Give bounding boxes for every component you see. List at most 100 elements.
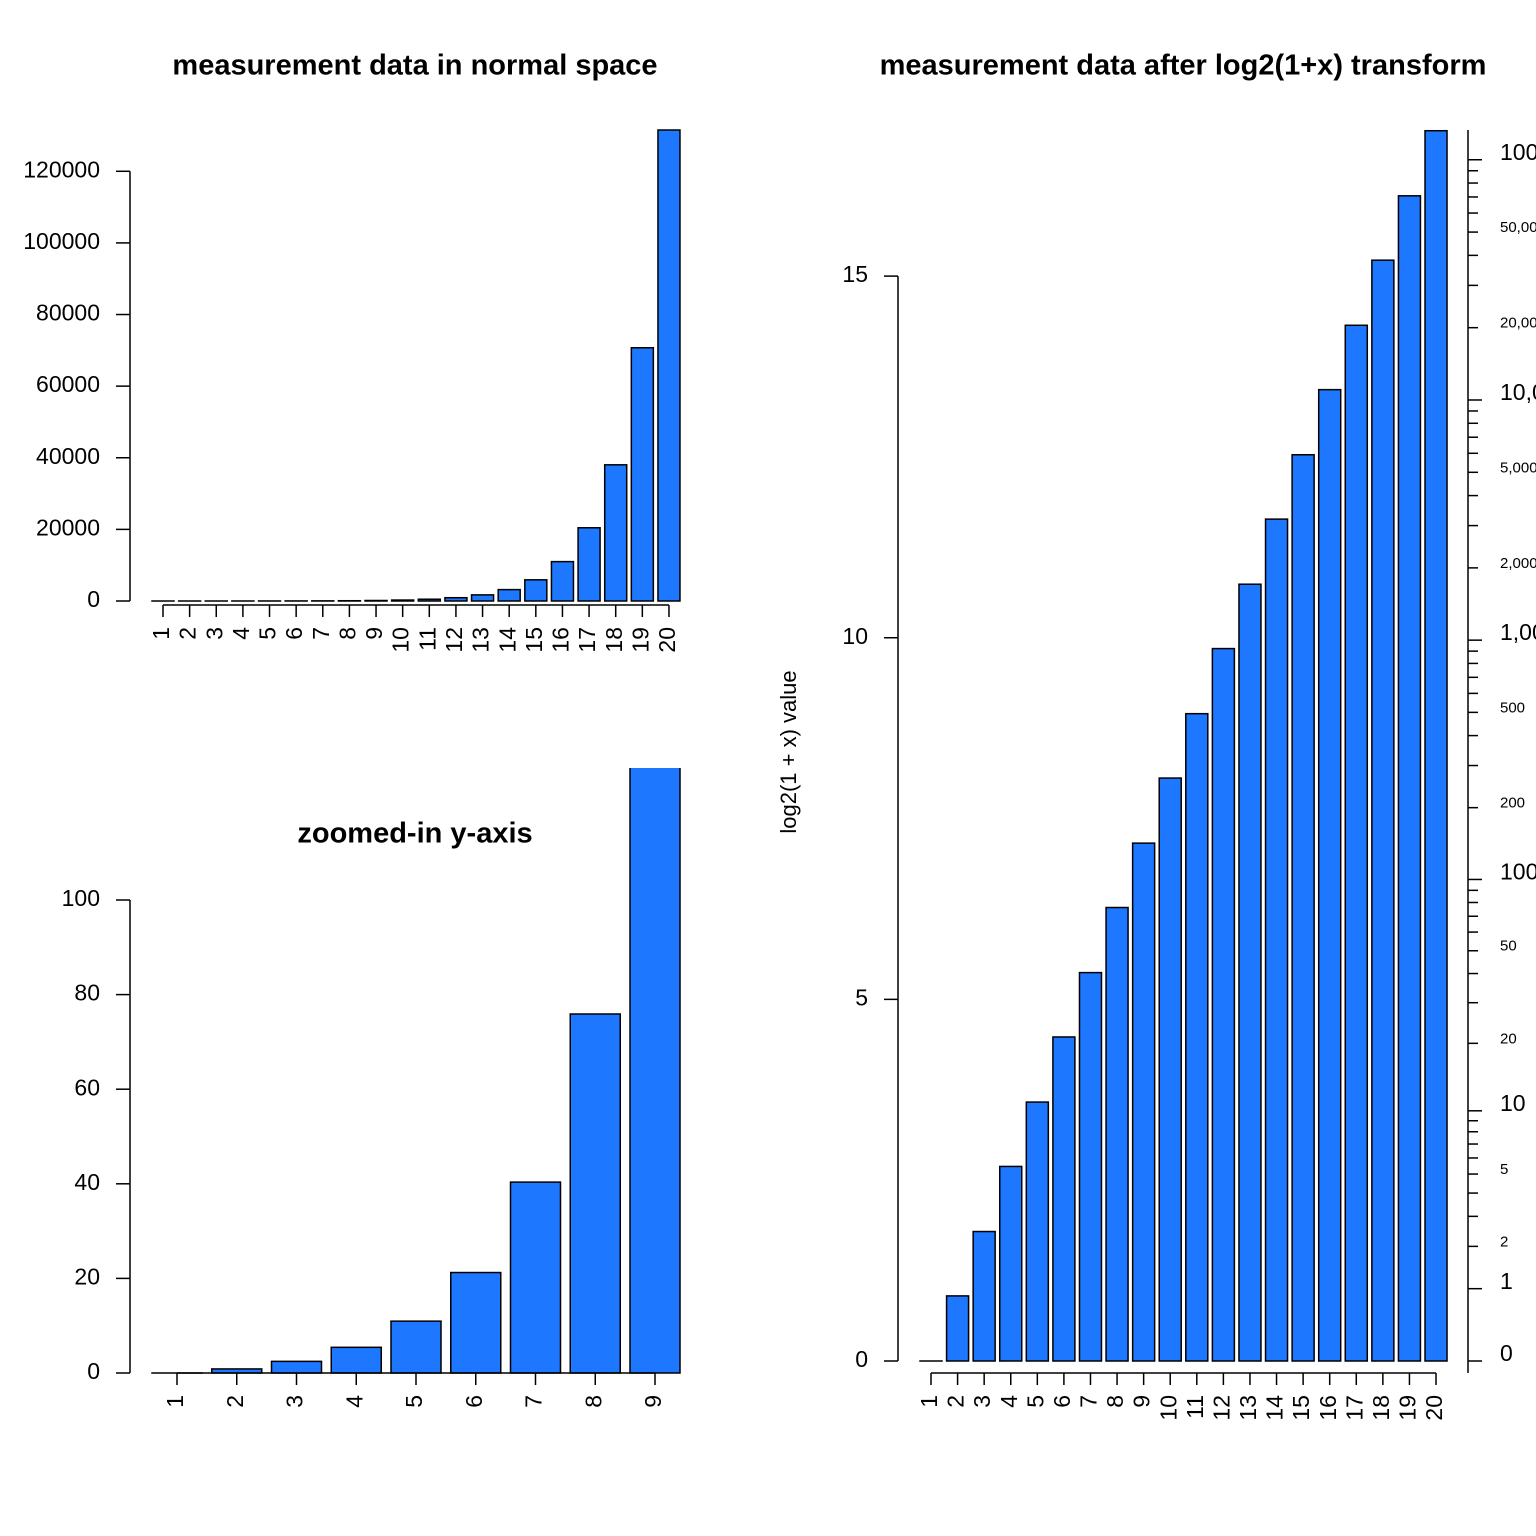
bar (657, 129, 681, 602)
x-tick-label: 4 (228, 627, 254, 640)
bars (151, 768, 681, 1374)
y-tick-label: 60 (74, 1074, 100, 1100)
y-tick-label: 5 (855, 984, 868, 1010)
x-tick-label: 19 (1395, 1395, 1421, 1421)
bar (1211, 647, 1236, 1362)
x-tick-label: 15 (521, 627, 547, 653)
x-tick-label: 16 (548, 627, 574, 653)
y2-tick-label: 20 (1500, 1030, 1517, 1047)
x-tick-label: 13 (1235, 1395, 1261, 1421)
y-tick-label: 0 (87, 1358, 100, 1384)
bar (1264, 518, 1289, 1362)
y2-tick-label: 50 (1500, 938, 1517, 955)
x-tick-label: 17 (574, 627, 600, 653)
y2-tick-label: 20,000 (1500, 315, 1536, 332)
bars (151, 129, 681, 602)
x-tick-label: 1 (148, 627, 174, 640)
y2-tick-label: 2,000 (1500, 555, 1536, 572)
bar (1238, 583, 1262, 1362)
x-tick-label: 12 (1208, 1395, 1234, 1421)
y2-tick-label: 10,000 (1500, 379, 1536, 405)
y2-tick-label: 2 (1500, 1233, 1508, 1250)
x-tick-label: 13 (468, 627, 494, 653)
bars (919, 129, 1448, 1362)
y-tick-label: 0 (87, 586, 100, 612)
x-tick-label: 19 (627, 627, 653, 653)
bar (945, 1295, 970, 1362)
x-tick-label: 11 (1182, 1395, 1208, 1419)
chart-title: measurement data after log2(1+x) transfo… (880, 50, 1487, 82)
y2-tick-label: 200 (1500, 795, 1525, 812)
bar (1185, 712, 1209, 1362)
y-tick-label: 100000 (23, 228, 100, 254)
y-tick-label: 15 (842, 261, 868, 287)
y-axis-label: log2(1 + x) value (776, 670, 801, 833)
y-tick-label: 100 (62, 885, 100, 911)
x-tick-label: 6 (461, 1395, 487, 1408)
bar (1158, 777, 1182, 1362)
bar (417, 598, 442, 602)
x-tick-label: 6 (281, 627, 307, 640)
bar (1078, 971, 1103, 1362)
x-tick-label: 14 (494, 627, 520, 653)
bar (998, 1165, 1023, 1362)
y-tick-label: 60000 (36, 371, 100, 397)
y2-tick-label: 100 (1500, 859, 1536, 885)
bar (1025, 1101, 1050, 1362)
bar (1397, 195, 1422, 1362)
x-tick-label: 16 (1315, 1395, 1341, 1421)
x-tick-label: 4 (341, 1395, 367, 1408)
x-tick-label: 17 (1341, 1395, 1367, 1421)
x-tick-label: 2 (943, 1395, 969, 1408)
y2-tick-label: 500 (1500, 699, 1525, 716)
y-tick-label: 0 (855, 1346, 868, 1372)
x-tick-label: 8 (334, 627, 360, 640)
x-tick-label: 10 (388, 627, 414, 653)
y2-tick-label: 100,000 (1500, 139, 1536, 165)
x-tick-label: 18 (1368, 1395, 1394, 1421)
x-tick-label: 3 (969, 1395, 995, 1408)
bar (629, 768, 681, 1374)
bar (524, 579, 548, 602)
bar (972, 1230, 996, 1362)
x-tick-label: 9 (640, 1395, 666, 1408)
y2-tick-label: 1 (1500, 1268, 1513, 1294)
bar (550, 560, 575, 602)
x-tick-label: 20 (1421, 1395, 1447, 1421)
y-tick-label: 40000 (36, 443, 100, 469)
x-tick-label: 5 (255, 627, 281, 640)
x-tick-label: 5 (1022, 1395, 1048, 1408)
x-tick-label: 1 (916, 1395, 942, 1408)
x-tick-label: 8 (1102, 1395, 1128, 1408)
y-tick-label: 20 (74, 1263, 100, 1289)
y2-tick-label: 5 (1500, 1161, 1508, 1178)
y-tick-label: 80000 (36, 300, 100, 326)
y2-tick-label: 10 (1500, 1090, 1526, 1116)
chart-title: zoomed-in y-axis (297, 818, 532, 850)
y-tick-label: 80 (74, 980, 100, 1006)
x-tick-label: 6 (1049, 1395, 1075, 1408)
x-tick-label: 18 (601, 627, 627, 653)
x-tick-label: 15 (1288, 1395, 1314, 1421)
bar (390, 1320, 442, 1374)
x-tick-label: 7 (1076, 1395, 1102, 1408)
x-tick-label: 7 (308, 627, 334, 640)
y-tick-label: 120000 (23, 156, 100, 182)
bar (1052, 1036, 1076, 1362)
x-tick-label: 9 (1129, 1395, 1155, 1408)
bar (569, 1013, 621, 1374)
x-tick-label: 12 (441, 627, 467, 653)
bar (390, 599, 415, 602)
bar (603, 464, 628, 602)
bar (509, 1181, 562, 1374)
x-tick-label: 4 (996, 1395, 1022, 1408)
x-tick-label: 10 (1155, 1395, 1181, 1421)
bar (470, 594, 495, 602)
y2-tick-label: 1,000 (1500, 619, 1536, 645)
x-tick-label: 2 (175, 627, 201, 640)
bar (1424, 129, 1448, 1362)
x-tick-label: 8 (580, 1395, 606, 1408)
x-tick-label: 20 (654, 627, 680, 653)
bar (630, 347, 655, 602)
bar (497, 588, 521, 602)
